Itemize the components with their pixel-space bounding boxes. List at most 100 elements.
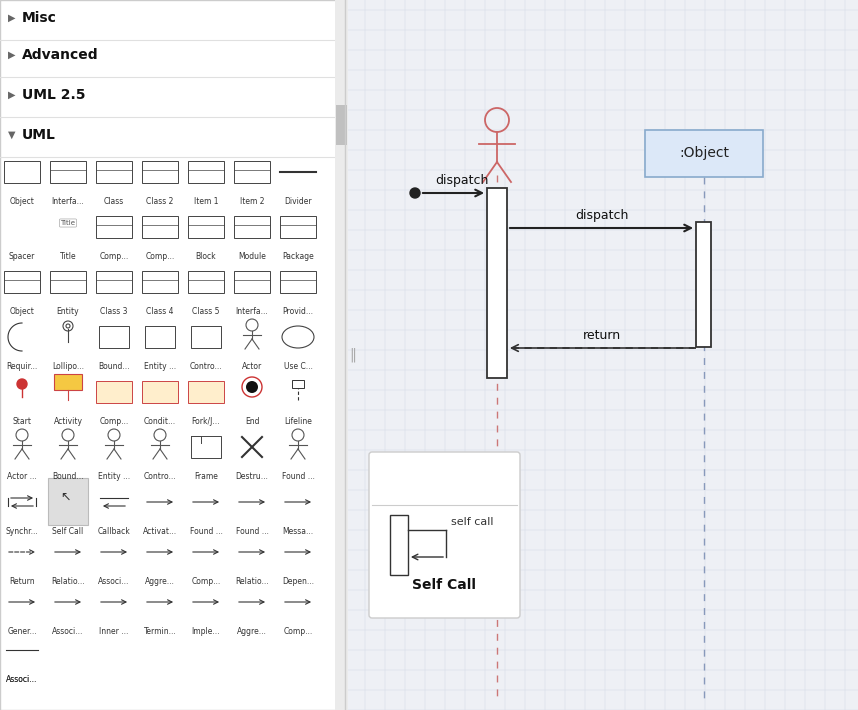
Bar [292,380,304,388]
Text: UML 2.5: UML 2.5 [22,88,86,102]
Circle shape [410,188,420,198]
Text: Frame: Frame [194,472,218,481]
Text: ▶: ▶ [8,90,15,100]
Text: ↖: ↖ [60,491,70,503]
Bar [4,271,40,293]
Text: Synchr...: Synchr... [6,527,39,536]
Text: Start: Start [13,417,32,426]
Bar [142,381,178,403]
Text: Associ...: Associ... [99,577,130,586]
Bar [234,161,270,183]
Text: Self Call: Self Call [413,578,476,592]
Text: Found ...: Found ... [236,527,269,536]
Text: Associ...: Associ... [52,627,84,636]
Bar [4,161,40,183]
Text: Activat...: Activat... [143,527,177,536]
Text: Requir...: Requir... [6,362,38,371]
Text: Title: Title [60,252,76,261]
Text: Advanced: Advanced [22,48,99,62]
Bar [145,326,175,348]
Bar [48,478,88,525]
Text: Lifeline: Lifeline [284,417,312,426]
Bar [50,161,86,183]
Text: Item 2: Item 2 [239,197,264,206]
Text: Actor ...: Actor ... [7,472,37,481]
Text: Aggre...: Aggre... [237,627,267,636]
Bar [142,271,178,293]
Text: Callback: Callback [98,527,130,536]
Text: Contro...: Contro... [143,472,176,481]
Bar [188,161,224,183]
Text: Comp...: Comp... [191,577,221,586]
Text: Module: Module [238,252,266,261]
Text: :Object: :Object [679,146,729,160]
Text: Use C...: Use C... [283,362,312,371]
Bar [336,105,347,145]
Bar [191,436,221,458]
Text: Spacer: Spacer [9,252,35,261]
Text: Actor: Actor [242,362,263,371]
Text: Condit...: Condit... [144,417,176,426]
Bar [345,0,858,710]
Text: Relatio...: Relatio... [51,577,85,586]
Bar [188,216,224,238]
Text: Class 5: Class 5 [192,307,220,316]
Text: Found ...: Found ... [281,472,314,481]
FancyBboxPatch shape [369,452,520,618]
Text: Bound...: Bound... [52,472,84,481]
Bar [188,271,224,293]
Text: Entity ...: Entity ... [144,362,176,371]
Text: Imple...: Imple... [191,627,221,636]
Text: Depen...: Depen... [282,577,314,586]
Text: Provid...: Provid... [282,307,313,316]
Bar [50,271,86,293]
Text: Entity ...: Entity ... [98,472,130,481]
Text: Activity: Activity [53,417,82,426]
Text: Found ...: Found ... [190,527,222,536]
Text: Gener...: Gener... [7,627,37,636]
Bar [96,161,132,183]
Bar [54,374,82,390]
Text: Inner ...: Inner ... [100,627,129,636]
Bar [142,216,178,238]
Text: Comp...: Comp... [283,627,312,636]
Text: Title: Title [61,220,76,226]
Text: Comp...: Comp... [100,417,129,426]
Text: End: End [245,417,259,426]
Text: Termin...: Termin... [143,627,177,636]
Text: Object: Object [9,197,34,206]
Bar [96,216,132,238]
Text: Block: Block [196,252,216,261]
Text: Associ...: Associ... [6,675,38,684]
Bar [280,271,316,293]
Bar [99,326,129,348]
Text: Self Call: Self Call [52,527,83,536]
Text: self call: self call [451,517,493,527]
Text: Lollipo...: Lollipo... [52,362,84,371]
Bar [96,381,132,403]
Text: Aggre...: Aggre... [145,577,175,586]
Text: Interfa...: Interfa... [236,307,269,316]
Bar [191,326,221,348]
Bar [234,271,270,293]
Text: dispatch: dispatch [435,174,489,187]
Text: Destru...: Destru... [236,472,269,481]
Text: Divider: Divider [284,197,311,206]
Text: Relatio...: Relatio... [235,577,269,586]
Text: Messa...: Messa... [282,527,313,536]
Text: Item 1: Item 1 [194,197,218,206]
Text: Package: Package [282,252,314,261]
Bar [390,515,408,575]
Text: Bound...: Bound... [99,362,130,371]
Text: Class 4: Class 4 [146,307,174,316]
Bar [0,0,345,710]
Text: Object: Object [9,307,34,316]
Text: ▼: ▼ [8,130,15,140]
Circle shape [246,381,258,393]
Text: ‖: ‖ [349,348,356,362]
Bar [335,0,348,710]
Text: Class 3: Class 3 [100,307,128,316]
Text: Entity: Entity [57,307,79,316]
Bar [96,271,132,293]
Text: dispatch: dispatch [575,209,628,222]
